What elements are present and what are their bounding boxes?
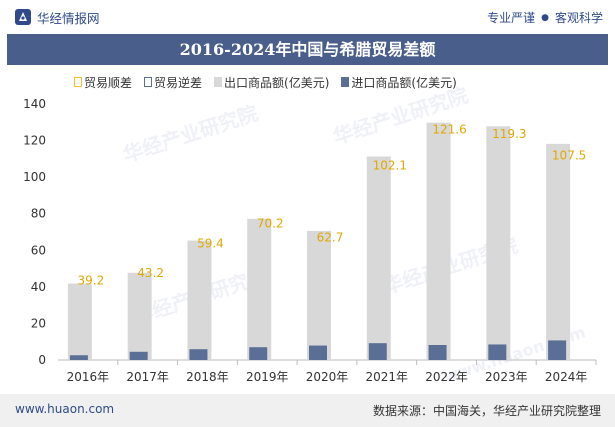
- bar-export: [546, 143, 571, 360]
- bar-import: [548, 340, 567, 360]
- legend-item-export: 出口商品额(亿美元): [214, 74, 329, 90]
- legend-swatch-surplus: [74, 77, 82, 87]
- brand: 华经情报网: [14, 8, 100, 26]
- bar-chart: 0 20 40 60 80 100 120 140 39.2 2016年 43.2 2017年 59.4…: [23, 97, 597, 384]
- y-tick-label: 60: [31, 243, 46, 257]
- x-tick-label: 2017年: [126, 370, 169, 384]
- chart-title: 2016-2024年中国与希腊贸易差额: [179, 40, 436, 59]
- y-tick-label: 40: [31, 280, 46, 294]
- bar-export: [307, 230, 331, 360]
- data-label-surplus: 43.2: [137, 266, 164, 280]
- bar-import: [368, 343, 387, 360]
- x-tick-label: 2019年: [246, 370, 289, 384]
- data-label-surplus: 107.5: [552, 148, 586, 162]
- legend-swatch-import: [341, 77, 350, 87]
- x-tick-label: 2021年: [366, 370, 409, 384]
- bar-export: [127, 272, 152, 360]
- bar-export: [247, 218, 272, 360]
- brand-name: 华经情报网: [37, 10, 100, 26]
- bar-import: [69, 355, 88, 360]
- legend-label-export: 出口商品额(亿美元): [224, 75, 330, 90]
- tagline-left: 专业严谨: [487, 11, 536, 25]
- legend-item-surplus: 贸易顺差: [74, 74, 132, 90]
- legend-item-deficit: 贸易逆差: [144, 74, 202, 90]
- tagline-separator-dot-icon: ●: [541, 12, 549, 23]
- footer: www.huaon.com 数据来源：中国海关，华经产业研究院整理: [0, 394, 615, 427]
- x-tick-label: 2023年: [485, 370, 528, 384]
- data-label-surplus: 62.7: [317, 230, 344, 244]
- data-label-surplus: 39.2: [78, 273, 105, 287]
- data-label-surplus: 70.2: [257, 217, 284, 231]
- title-bar: 2016-2024年中国与希腊贸易差额: [7, 34, 608, 65]
- bar-export: [426, 122, 451, 360]
- bar-import: [249, 347, 268, 360]
- legend-swatch-deficit: [144, 77, 153, 87]
- bar-export: [486, 126, 511, 361]
- bar-import: [189, 349, 208, 360]
- data-label-surplus: 119.3: [492, 127, 526, 141]
- x-tick-label: 2018年: [186, 370, 229, 384]
- x-tick-label: 2022年: [425, 370, 468, 384]
- brand-logo-icon: [15, 9, 31, 25]
- tagline: 专业严谨 ● 客观科学: [487, 9, 603, 26]
- bar-import: [428, 345, 447, 360]
- legend-swatch-export: [214, 77, 223, 87]
- footer-url-link[interactable]: www.huaon.com: [15, 402, 115, 416]
- footer-source: 数据来源：中国海关，华经产业研究院整理: [372, 404, 601, 418]
- data-label-surplus: 121.6: [432, 123, 466, 137]
- y-tick-label: 100: [23, 170, 46, 184]
- data-label-surplus: 102.1: [373, 158, 407, 172]
- bar-import: [309, 345, 327, 360]
- legend-label-surplus: 贸易顺差: [84, 75, 133, 90]
- legend-item-import: 进口商品额(亿美元): [341, 74, 457, 90]
- data-label-surplus: 59.4: [197, 236, 224, 250]
- x-tick-label: 2024年: [545, 370, 588, 384]
- bar-import: [129, 351, 148, 360]
- bar-export: [366, 156, 391, 360]
- x-tick-label: 2016年: [67, 370, 110, 384]
- legend-label-deficit: 贸易逆差: [154, 75, 203, 90]
- x-tick-label: 2020年: [306, 370, 349, 384]
- tagline-right: 客观科学: [554, 11, 603, 25]
- chart-legend: 贸易顺差 贸易逆差 出口商品额(亿美元) 进口商品额(亿美元): [74, 74, 457, 90]
- bar-export: [187, 240, 212, 360]
- y-tick-label: 140: [23, 97, 46, 111]
- legend-label-import: 进口商品额(亿美元): [351, 75, 457, 90]
- bar-import: [488, 344, 507, 360]
- y-tick-label: 80: [31, 207, 46, 221]
- top-bar: 华经情报网 专业严谨 ● 客观科学: [0, 0, 615, 34]
- y-tick-label: 0: [38, 353, 46, 367]
- y-tick-label: 120: [23, 134, 46, 148]
- y-tick-label: 20: [31, 316, 46, 330]
- bar-export: [67, 283, 92, 360]
